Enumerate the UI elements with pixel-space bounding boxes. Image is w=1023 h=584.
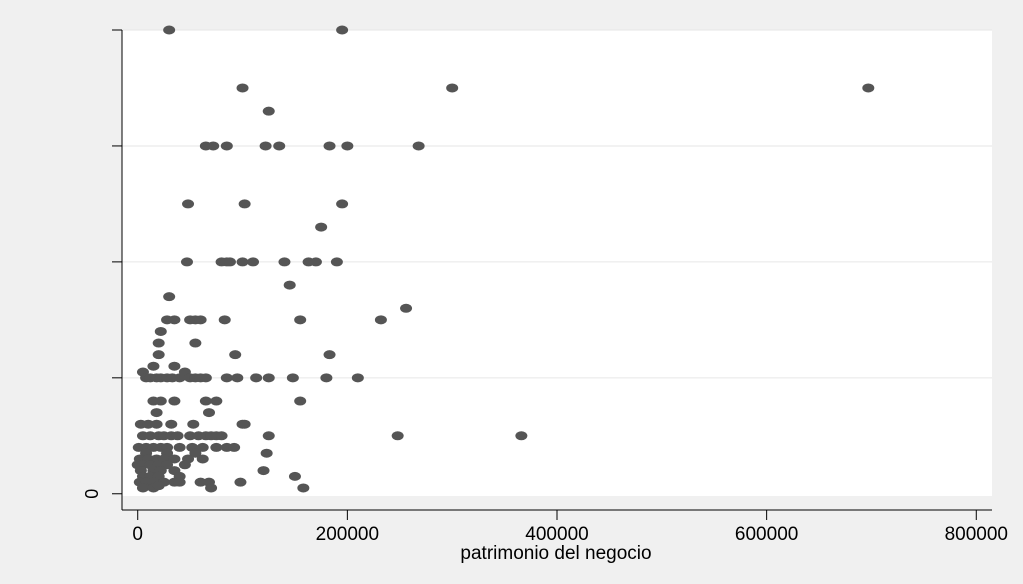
data-point bbox=[238, 419, 251, 429]
data-point bbox=[218, 315, 231, 325]
data-point bbox=[283, 280, 296, 290]
data-point bbox=[286, 373, 299, 383]
x-axis-label: patrimonio del negocio bbox=[460, 543, 651, 564]
data-point bbox=[168, 396, 181, 406]
x-tick-label-600000: 600000 bbox=[735, 524, 798, 545]
data-point bbox=[210, 442, 223, 452]
data-point bbox=[168, 454, 181, 464]
data-point bbox=[351, 373, 364, 383]
data-point bbox=[152, 350, 165, 360]
data-point bbox=[142, 419, 155, 429]
y-tick-label-0: 0 bbox=[82, 489, 102, 499]
data-point bbox=[309, 257, 322, 267]
data-point bbox=[288, 471, 301, 481]
y-axis-ticks: 0 bbox=[82, 29, 122, 499]
data-point bbox=[330, 257, 343, 267]
data-point bbox=[168, 315, 181, 325]
data-point bbox=[515, 431, 528, 441]
data-point bbox=[173, 477, 186, 487]
x-tick-label-0: 0 bbox=[132, 524, 143, 545]
data-point bbox=[207, 141, 220, 151]
data-point bbox=[234, 477, 247, 487]
data-point bbox=[262, 431, 275, 441]
data-point bbox=[168, 361, 181, 371]
data-point bbox=[144, 431, 157, 441]
x-axis-ticks: 0 200000 400000 600000 800000 bbox=[132, 510, 1008, 545]
data-point bbox=[220, 373, 233, 383]
data-point bbox=[294, 396, 307, 406]
data-points bbox=[131, 25, 875, 493]
x-tick-label-200000: 200000 bbox=[316, 524, 379, 545]
data-point bbox=[163, 292, 176, 302]
data-point bbox=[182, 199, 195, 209]
data-point bbox=[154, 396, 167, 406]
data-point bbox=[189, 338, 202, 348]
data-point bbox=[260, 448, 273, 458]
data-point bbox=[238, 199, 251, 209]
data-point bbox=[229, 350, 242, 360]
data-point bbox=[223, 257, 236, 267]
data-point bbox=[262, 373, 275, 383]
data-point bbox=[231, 373, 244, 383]
data-point bbox=[199, 373, 212, 383]
data-point bbox=[862, 83, 875, 93]
data-point bbox=[236, 83, 249, 93]
data-point bbox=[199, 396, 212, 406]
data-point bbox=[215, 431, 228, 441]
data-point bbox=[184, 431, 197, 441]
data-point bbox=[257, 466, 270, 476]
data-point bbox=[400, 303, 413, 313]
data-point bbox=[247, 257, 260, 267]
data-point bbox=[228, 442, 241, 452]
data-point bbox=[323, 350, 336, 360]
data-point bbox=[336, 199, 349, 209]
data-point bbox=[341, 141, 354, 151]
data-point bbox=[136, 483, 149, 493]
data-point bbox=[163, 25, 176, 35]
data-point bbox=[152, 338, 165, 348]
data-point bbox=[259, 141, 272, 151]
data-point bbox=[150, 419, 163, 429]
data-point bbox=[152, 481, 165, 491]
data-point bbox=[165, 419, 178, 429]
data-point bbox=[446, 83, 459, 93]
data-point bbox=[236, 257, 249, 267]
data-point bbox=[171, 431, 184, 441]
data-point bbox=[250, 373, 263, 383]
data-point bbox=[196, 442, 209, 452]
data-point bbox=[187, 419, 200, 429]
data-point bbox=[220, 141, 233, 151]
data-point bbox=[374, 315, 387, 325]
x-tick-label-400000: 400000 bbox=[525, 524, 588, 545]
data-point bbox=[278, 257, 291, 267]
data-point bbox=[203, 408, 215, 418]
data-point bbox=[180, 257, 193, 267]
data-point bbox=[147, 361, 160, 371]
data-point bbox=[320, 373, 333, 383]
data-point bbox=[323, 141, 336, 151]
data-point bbox=[336, 25, 349, 35]
data-point bbox=[412, 141, 425, 151]
data-point bbox=[150, 408, 163, 418]
data-point bbox=[173, 442, 186, 452]
data-point bbox=[173, 373, 186, 383]
data-point bbox=[297, 483, 310, 493]
data-point bbox=[273, 141, 286, 151]
data-point bbox=[196, 454, 209, 464]
data-point bbox=[210, 396, 223, 406]
data-point bbox=[178, 460, 191, 470]
data-point bbox=[154, 326, 167, 336]
data-point bbox=[189, 448, 202, 458]
data-point bbox=[391, 431, 404, 441]
data-point bbox=[194, 315, 207, 325]
data-point bbox=[294, 315, 307, 325]
data-point bbox=[262, 106, 275, 116]
data-point bbox=[315, 222, 328, 232]
x-tick-label-800000: 800000 bbox=[945, 524, 1008, 545]
data-point bbox=[205, 483, 218, 493]
data-point bbox=[194, 477, 207, 487]
